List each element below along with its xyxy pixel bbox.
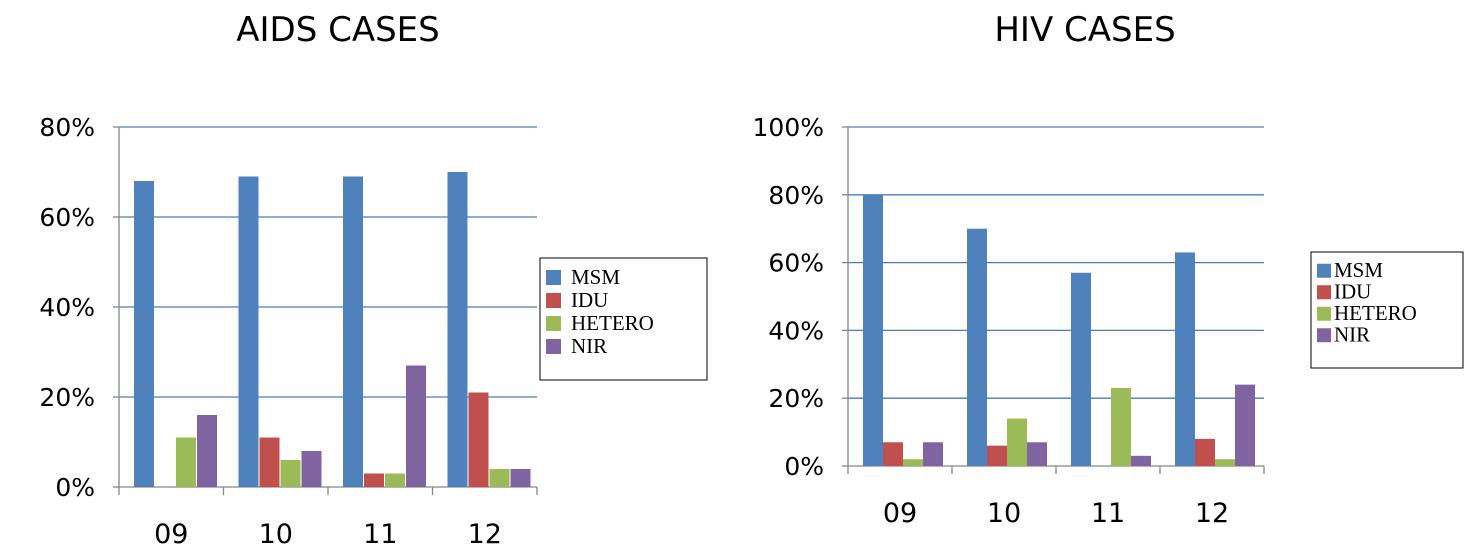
legend-swatch — [546, 270, 561, 285]
bar-hetero — [489, 469, 510, 487]
bar-nir — [510, 469, 531, 487]
bar-idu — [364, 473, 384, 487]
x-tick-label: 11 — [1091, 498, 1125, 529]
y-tick-label: 20% — [39, 383, 95, 412]
y-tick-label: 40% — [768, 316, 824, 345]
bar-msm — [447, 172, 468, 487]
bar-msm — [1071, 272, 1091, 466]
y-tick-label: 80% — [768, 181, 824, 210]
y-tick-label: 20% — [768, 384, 824, 413]
legend-swatch — [546, 293, 561, 308]
bar-msm — [1175, 252, 1195, 466]
x-tick-label: 11 — [363, 519, 397, 550]
chart-title: AIDS CASES — [236, 10, 440, 50]
bar-nir — [923, 442, 943, 466]
y-tick-label: 60% — [768, 249, 824, 278]
legend-label: IDU — [571, 288, 608, 312]
bar-hetero — [903, 459, 923, 466]
legend-swatch — [1317, 285, 1331, 300]
legend-label: MSM — [571, 265, 620, 289]
bar-nir — [1235, 384, 1255, 466]
bar-idu — [987, 445, 1007, 466]
legend-label: NIR — [571, 334, 607, 358]
x-tick-label: 12 — [1195, 498, 1229, 529]
x-tick-label: 09 — [883, 498, 917, 529]
bar-hetero — [280, 460, 301, 487]
legend-swatch — [1317, 306, 1331, 321]
y-tick-label: 0% — [784, 452, 824, 481]
x-tick-label: 10 — [987, 498, 1021, 529]
y-tick-label: 80% — [39, 113, 95, 142]
bar-msm — [238, 176, 259, 487]
x-tick-label: 09 — [154, 519, 188, 550]
bar-msm — [343, 176, 363, 487]
hiv-cases-chart: HIV CASES 0% 20% 40% 60% 80% 100% 09 10 11 12 MSMI… — [753, 10, 1464, 529]
x-tick-label: 10 — [259, 519, 293, 550]
legend-swatch — [1317, 328, 1331, 343]
bar-nir — [197, 415, 217, 487]
aids-cases-chart: AIDS CASES 0% 20% 40% 60% 80% 09 10 11 12 MSMIDUH… — [39, 10, 708, 550]
bar-msm — [134, 181, 154, 487]
legend-swatch — [546, 339, 561, 354]
bar-hetero — [1111, 388, 1131, 466]
legend-label: HETERO — [1334, 301, 1417, 325]
legend-box — [1310, 251, 1464, 369]
legend-box — [539, 257, 708, 381]
bar-nir — [406, 365, 426, 487]
y-tick-label: 100% — [753, 113, 824, 142]
legend-swatch — [1317, 263, 1331, 278]
bar-nir — [1027, 442, 1047, 466]
bar-hetero — [1007, 418, 1027, 466]
y-tick-label: 40% — [39, 293, 95, 322]
legend-swatch — [546, 316, 561, 331]
chart-title: HIV CASES — [994, 10, 1175, 50]
bar-msm — [863, 194, 883, 467]
legend-label: NIR — [1334, 322, 1370, 346]
legend-label: HETERO — [571, 311, 654, 335]
bar-hetero — [1215, 459, 1235, 466]
bar-idu — [468, 392, 489, 487]
legend-label: IDU — [1334, 279, 1371, 303]
x-tick-label: 12 — [468, 519, 502, 550]
bar-msm — [967, 228, 987, 466]
bar-hetero — [385, 473, 405, 487]
bar-nir — [1131, 455, 1151, 466]
legend-label: MSM — [1334, 258, 1383, 282]
bar-nir — [301, 451, 322, 487]
bar-idu — [1195, 438, 1215, 466]
bar-idu — [259, 437, 280, 487]
y-tick-label: 60% — [39, 203, 95, 232]
bar-idu — [883, 442, 903, 466]
bar-hetero — [176, 437, 196, 487]
y-tick-label: 0% — [55, 473, 95, 502]
